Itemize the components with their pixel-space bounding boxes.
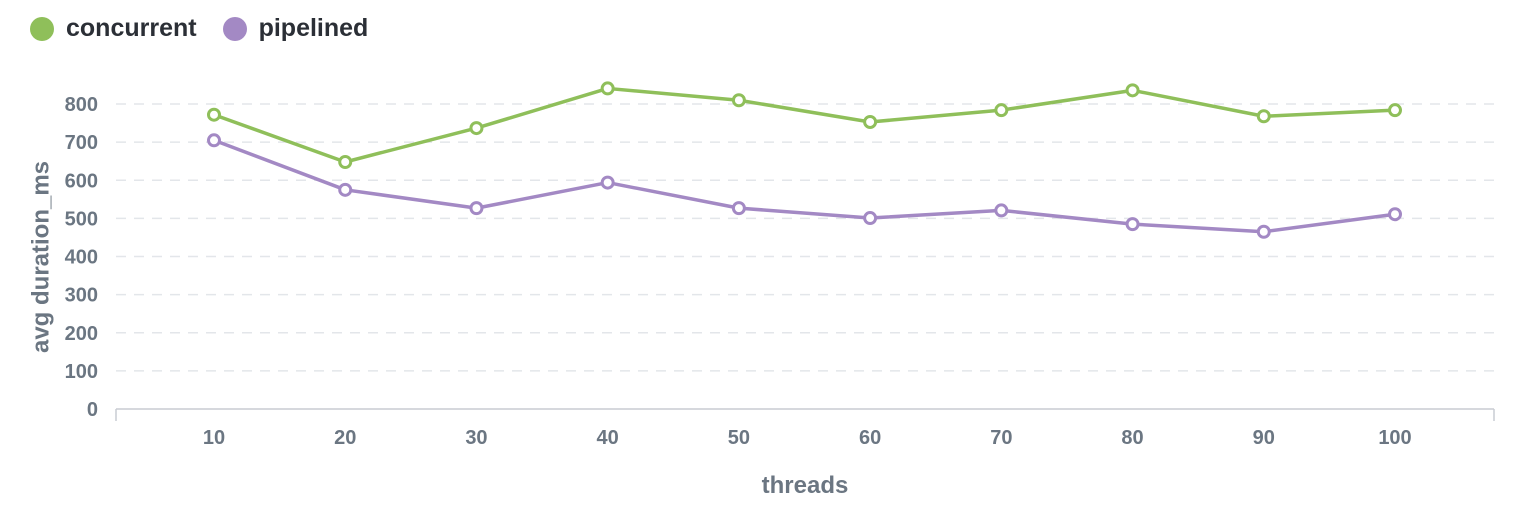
point-concurrent-10[interactable] (207, 107, 221, 122)
legend-marker-concurrent (30, 16, 54, 41)
point-concurrent-100[interactable] (1388, 103, 1402, 118)
x-tick-60: 60 (859, 427, 881, 449)
y-tick-100: 100 (65, 361, 98, 383)
x-tick-50: 50 (728, 427, 750, 449)
point-pipelined-30[interactable] (469, 201, 484, 216)
x-tick-20: 20 (334, 427, 356, 449)
point-concurrent-90[interactable] (1256, 109, 1271, 124)
x-tick-40: 40 (597, 427, 619, 449)
point-concurrent-30[interactable] (469, 121, 484, 136)
legend-label-concurrent: concurrent (66, 14, 197, 42)
point-concurrent-50[interactable] (731, 93, 746, 108)
y-tick-400: 400 (65, 247, 98, 269)
y-axis-title: avg duration_ms (27, 161, 54, 353)
legend-marker-pipelined (222, 16, 247, 41)
x-tick-30: 30 (465, 427, 487, 449)
series-line-concurrent (213, 86, 1396, 164)
x-tick-90: 90 (1253, 427, 1275, 449)
point-concurrent-20[interactable] (338, 154, 353, 169)
x-tick-labels: 10 20 30 40 50 60 70 80 90 100 (203, 427, 1412, 449)
y-tick-700: 700 (65, 132, 98, 154)
point-concurrent-40[interactable] (600, 81, 615, 96)
point-pipelined-10[interactable] (207, 133, 221, 148)
point-pipelined-70[interactable] (994, 203, 1009, 218)
point-pipelined-100[interactable] (1388, 207, 1402, 222)
y-tick-600: 600 (65, 170, 98, 192)
point-pipelined-80[interactable] (1125, 217, 1140, 232)
point-pipelined-60[interactable] (863, 211, 878, 226)
axes (115, 408, 1495, 421)
y-tick-800: 800 (65, 94, 98, 116)
x-axis-title: threads (762, 472, 849, 499)
x-tick-70: 70 (990, 427, 1012, 449)
point-pipelined-50[interactable] (731, 201, 746, 216)
point-pipelined-20[interactable] (338, 182, 353, 197)
series-group (207, 81, 1402, 239)
y-tick-0: 0 (87, 399, 98, 421)
y-tick-500: 500 (65, 208, 98, 230)
legend-item-concurrent[interactable]: concurrent (30, 14, 197, 43)
legend: concurrent pipelined (30, 14, 368, 43)
gridlines (116, 103, 1494, 372)
series-line-pipelined (213, 138, 1396, 234)
legend-item-pipelined[interactable]: pipelined (222, 14, 369, 43)
x-tick-10: 10 (203, 427, 225, 449)
y-tick-labels: 0 100 200 300 400 500 600 700 800 (65, 94, 98, 421)
point-pipelined-40[interactable] (600, 175, 615, 190)
point-concurrent-60[interactable] (863, 114, 878, 129)
point-concurrent-80[interactable] (1125, 83, 1140, 98)
legend-label-pipelined: pipelined (258, 14, 369, 42)
x-tick-100: 100 (1378, 427, 1411, 449)
x-tick-80: 80 (1121, 427, 1143, 449)
y-tick-300: 300 (65, 285, 98, 307)
y-tick-200: 200 (65, 323, 98, 345)
point-pipelined-90[interactable] (1256, 224, 1271, 239)
point-concurrent-70[interactable] (994, 103, 1009, 118)
